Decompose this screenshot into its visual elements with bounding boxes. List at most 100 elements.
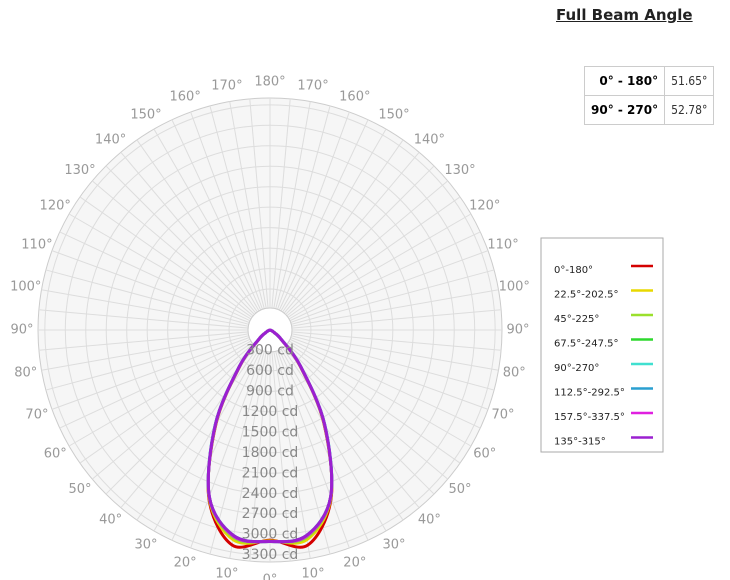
spoke	[269, 111, 350, 331]
r-tick-label: 900 cd	[246, 383, 294, 399]
angle-label: 160°	[170, 89, 201, 104]
grid-ring	[228, 288, 312, 372]
angle-label: 120°	[469, 199, 500, 214]
spoke	[105, 329, 271, 495]
spoke	[171, 329, 271, 541]
spoke	[269, 329, 502, 351]
r-tick-label: 1200 cd	[242, 404, 299, 420]
spoke	[269, 180, 449, 331]
angle-label: 10°	[215, 567, 238, 580]
angle-label: 30°	[134, 537, 157, 552]
spoke	[269, 329, 369, 541]
spoke	[269, 128, 387, 331]
spoke	[229, 101, 271, 331]
spoke	[190, 329, 271, 549]
r-tick-label: 600 cd	[246, 363, 294, 379]
spoke	[38, 309, 271, 331]
spoke	[269, 329, 387, 532]
angle-label: 60°	[44, 447, 67, 462]
cell: 52.78°	[664, 95, 715, 125]
spoke	[45, 329, 271, 391]
r-tick-label: 300 cd	[246, 342, 294, 358]
r-tick-label: 2700 cd	[242, 506, 299, 522]
angle-label: 120°	[40, 199, 71, 214]
spoke	[269, 309, 502, 331]
spoke	[269, 329, 449, 480]
spoke	[136, 329, 271, 521]
legend-label: 67.5°-247.5°	[554, 339, 619, 350]
angle-label: 110°	[487, 238, 518, 253]
angle-label: 90°	[10, 323, 33, 338]
spoke	[269, 329, 404, 521]
grid-ring	[126, 186, 414, 474]
r-tick-label: 3000 cd	[242, 527, 299, 543]
spoke	[269, 329, 461, 464]
legend-label: 90°-270°	[554, 363, 599, 374]
beam-angle-title: Full Beam Angle	[556, 6, 693, 24]
angle-label: 180°	[254, 75, 285, 90]
angle-label: 130°	[64, 163, 95, 178]
grid-ring	[146, 206, 394, 454]
spoke	[269, 101, 311, 331]
spoke	[41, 329, 271, 371]
angle-label: 40°	[418, 512, 441, 527]
grid-ring	[44, 104, 496, 556]
grid-ring	[105, 165, 435, 495]
angle-label: 70°	[492, 407, 515, 422]
spoke	[249, 98, 271, 331]
angle-label: 150°	[130, 108, 161, 123]
spoke	[269, 165, 435, 331]
legend-label: 112.5°-292.5°	[554, 388, 625, 399]
spoke	[209, 105, 271, 331]
beam-angle-table: 0° - 180° 51.65° 90° - 270° 52.78°	[583, 66, 715, 125]
angle-label: 130°	[444, 163, 475, 178]
spoke	[269, 329, 481, 429]
spoke	[269, 98, 291, 331]
angle-label: 170°	[297, 78, 328, 93]
angle-label: 140°	[95, 133, 126, 148]
grid-ring	[208, 268, 332, 392]
spoke	[269, 196, 461, 331]
cell: 90° - 270°	[583, 95, 666, 125]
angle-label: 100°	[10, 279, 41, 294]
r-tick-label: 1800 cd	[242, 445, 299, 461]
angle-label: 80°	[503, 366, 526, 381]
spoke	[249, 329, 271, 562]
spoke	[91, 180, 271, 331]
angle-label: 50°	[68, 482, 91, 497]
table-row: 90° - 270° 52.78°	[583, 95, 715, 125]
legend-box	[540, 237, 664, 453]
spoke	[120, 151, 271, 331]
spoke	[136, 139, 271, 331]
angle-label: 40°	[99, 512, 122, 527]
spoke	[38, 329, 271, 351]
r-tick-label: 2400 cd	[242, 486, 299, 502]
angle-label: 60°	[473, 447, 496, 462]
spoke	[269, 289, 499, 331]
spoke	[269, 105, 331, 331]
spoke	[51, 250, 271, 331]
spoke	[68, 329, 271, 447]
spoke	[229, 329, 271, 559]
grid-ring	[64, 124, 476, 536]
spoke	[269, 329, 472, 447]
angle-label: 0°	[263, 573, 278, 580]
angle-label: 110°	[21, 238, 52, 253]
r-tick-label: 1500 cd	[242, 424, 299, 440]
spoke	[269, 269, 495, 331]
angle-label: 90°	[506, 323, 529, 338]
spoke	[51, 329, 271, 410]
spoke	[269, 329, 489, 410]
spoke	[79, 329, 271, 464]
spoke	[45, 269, 271, 331]
spoke	[41, 289, 271, 331]
spoke	[269, 329, 291, 562]
angle-label: 140°	[414, 133, 445, 148]
spoke	[59, 329, 271, 429]
angle-label: 100°	[499, 279, 530, 294]
spoke	[68, 213, 271, 331]
cell: 0° - 180°	[583, 66, 666, 96]
spoke	[269, 329, 495, 391]
spoke	[171, 119, 271, 331]
